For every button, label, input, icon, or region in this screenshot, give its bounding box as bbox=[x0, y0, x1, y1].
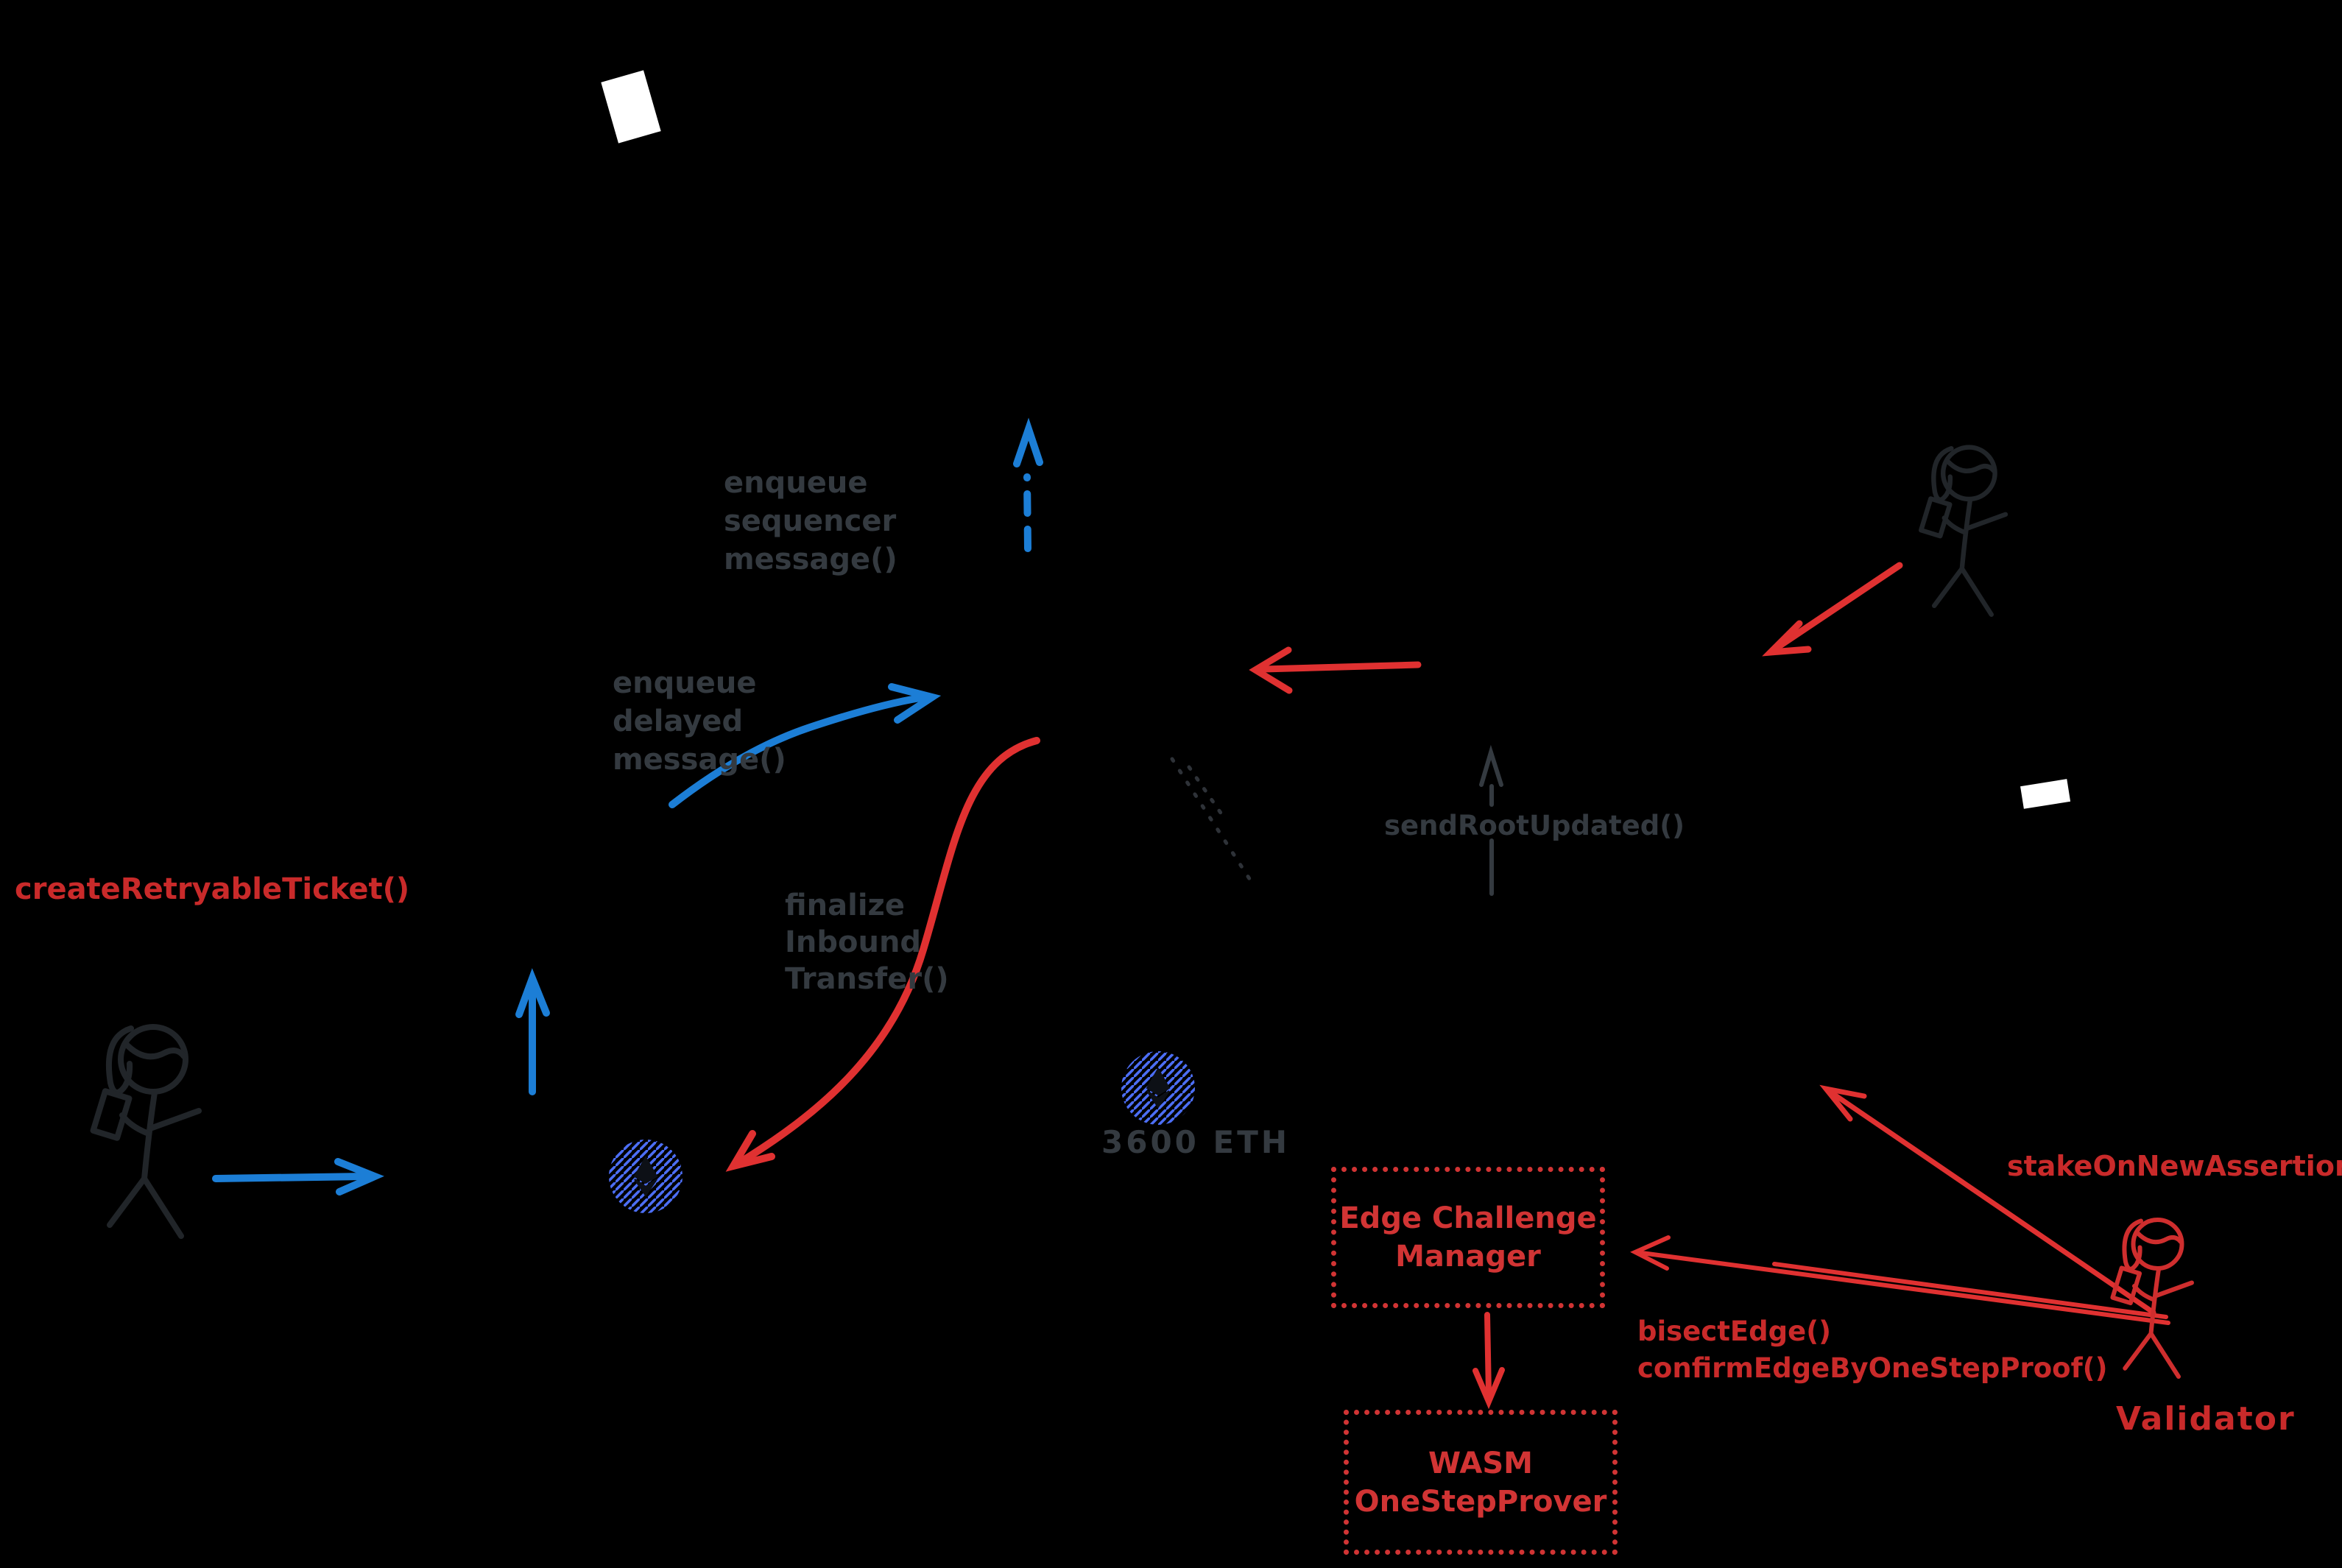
wasm-one-step-prover-box: WASM OneStepProver bbox=[1344, 1410, 1618, 1555]
blue-curved-arrow-enqueue-delayed bbox=[669, 683, 942, 808]
stake-on-new-assertion-label: stakeOnNewAssertion() bbox=[2007, 1150, 2342, 1182]
red-arrow-from-sequencer bbox=[1762, 562, 1903, 657]
eth-token-icon-balance bbox=[1121, 1051, 1195, 1125]
blue-up-arrow-left bbox=[515, 968, 550, 1095]
gray-up-arrow-send-root bbox=[1479, 744, 1503, 896]
create-retryable-ticket-label: createRetryableTicket() bbox=[15, 872, 410, 906]
finalize-inbound-transfer-label: finalize Inbound Transfer() bbox=[785, 889, 949, 996]
blue-dashed-up-arrow bbox=[1013, 417, 1043, 552]
stick-figure-validator-icon bbox=[2112, 1220, 2192, 1377]
enqueue-sequencer-message-label: enqueue sequencer message() bbox=[724, 466, 897, 576]
red-down-arrow-ecm-wasm bbox=[1472, 1312, 1505, 1410]
enqueue-delayed-message-label: enqueue delayed message() bbox=[613, 666, 786, 777]
edge-challenge-manager-box: Edge Challenge Manager bbox=[1331, 1167, 1605, 1308]
send-root-updated-label: sendRootUpdated() bbox=[1384, 810, 1685, 841]
stick-figure-user-icon bbox=[94, 1027, 199, 1236]
eth-token-icon-bridge bbox=[609, 1140, 683, 1213]
white-card-shape-top-left bbox=[601, 70, 661, 144]
red-left-arrow bbox=[1249, 646, 1422, 694]
validator-label: Validator bbox=[2116, 1400, 2296, 1438]
eth-balance-label: 3600 ETH bbox=[1101, 1124, 1291, 1160]
bisect-edge-calls-label: bisectEdge() confirmEdgeByOneStepProof() bbox=[1637, 1316, 2108, 1384]
white-card-shape-right bbox=[2020, 779, 2071, 809]
blue-right-arrow-user bbox=[212, 1158, 384, 1196]
red-arrow-bisect-edge bbox=[1630, 1235, 2170, 1325]
dotted-connector-line bbox=[1170, 757, 1256, 888]
red-curved-arrow-finalize bbox=[725, 737, 1040, 1172]
red-arrow-stake-assertion bbox=[1819, 1084, 2156, 1316]
stick-figure-sequencer-icon bbox=[1921, 448, 2006, 615]
